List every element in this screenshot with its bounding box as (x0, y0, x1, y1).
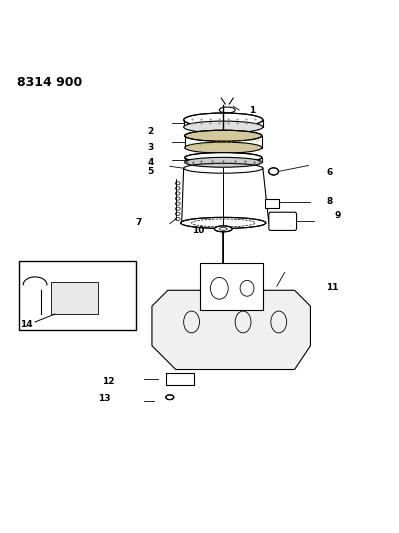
Text: 6: 6 (326, 168, 332, 177)
Text: 5: 5 (147, 167, 154, 176)
Ellipse shape (269, 168, 279, 175)
Text: 9: 9 (334, 211, 341, 220)
Text: 4: 4 (147, 158, 154, 167)
Text: 14: 14 (20, 320, 33, 329)
Text: 13: 13 (98, 393, 110, 402)
Bar (19, 261, 136, 330)
Ellipse shape (185, 157, 262, 167)
FancyBboxPatch shape (269, 212, 296, 230)
Polygon shape (152, 290, 310, 369)
Text: 8314 900: 8314 900 (17, 76, 83, 89)
Text: 3: 3 (147, 143, 154, 152)
Text: 2: 2 (147, 127, 154, 136)
Bar (200, 263, 263, 310)
Bar (166, 374, 194, 385)
Ellipse shape (184, 113, 263, 127)
Ellipse shape (185, 130, 262, 141)
Ellipse shape (185, 142, 262, 153)
Text: 1: 1 (249, 106, 255, 115)
Ellipse shape (214, 226, 232, 232)
Bar (51, 282, 99, 314)
Text: 8: 8 (326, 197, 332, 206)
Ellipse shape (184, 121, 263, 133)
Text: 10: 10 (192, 227, 204, 236)
Text: 7: 7 (135, 219, 141, 228)
Ellipse shape (181, 217, 266, 229)
Ellipse shape (185, 152, 262, 163)
Text: 11: 11 (326, 282, 339, 292)
Text: 12: 12 (102, 377, 114, 386)
Bar (265, 199, 279, 208)
Ellipse shape (166, 395, 174, 400)
